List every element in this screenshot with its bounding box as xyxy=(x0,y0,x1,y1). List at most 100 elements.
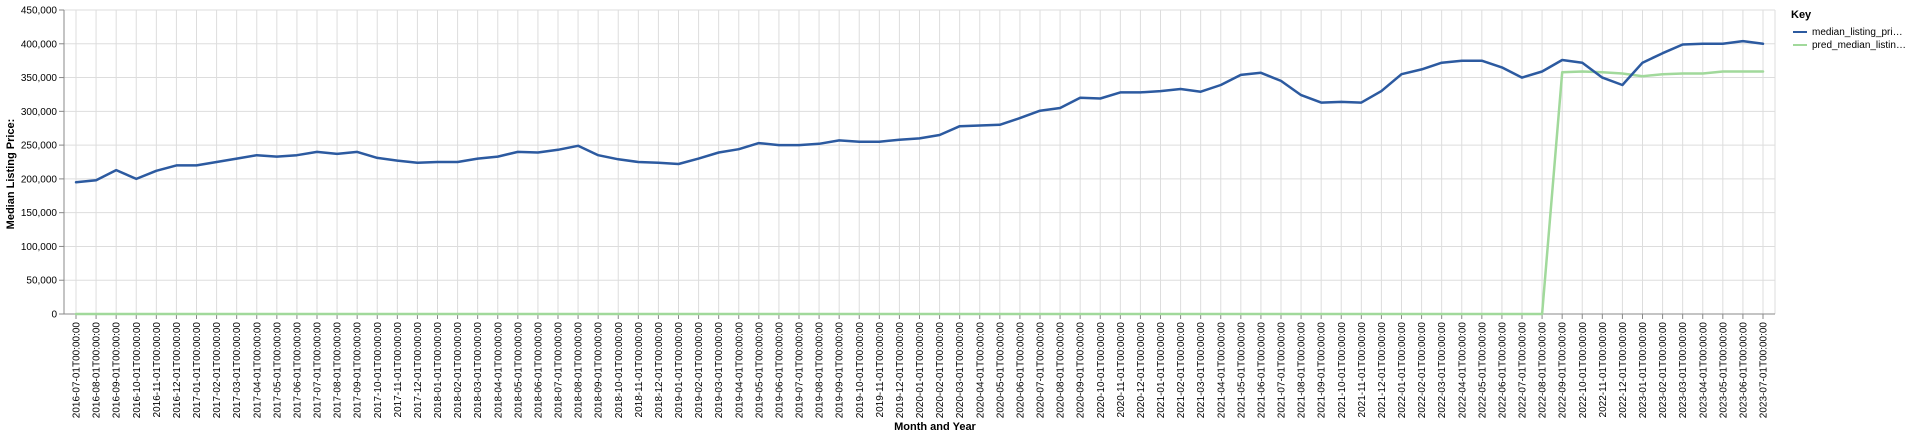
x-tick-label: 2021-12-01T00:00:00 xyxy=(1377,322,1388,419)
x-tick-label: 2018-03-01T00:00:00 xyxy=(473,322,484,419)
x-tick-label: 2021-09-01T00:00:00 xyxy=(1317,322,1328,419)
x-tick-label: 2020-09-01T00:00:00 xyxy=(1076,322,1087,419)
y-tick-label: 0 xyxy=(51,310,57,321)
x-tick-label: 2023-01-01T00:00:00 xyxy=(1638,322,1649,419)
x-tick-label: 2020-01-01T00:00:00 xyxy=(915,322,926,419)
x-tick-label: 2020-03-01T00:00:00 xyxy=(955,322,966,419)
x-tick-label: 2021-08-01T00:00:00 xyxy=(1297,322,1308,419)
x-tick-label: 2021-05-01T00:00:00 xyxy=(1236,322,1247,419)
x-tick-label: 2016-08-01T00:00:00 xyxy=(92,322,103,419)
x-tick-label: 2018-11-01T00:00:00 xyxy=(634,322,645,418)
x-tick-label: 2018-02-01T00:00:00 xyxy=(453,322,464,419)
x-tick-label: 2017-09-01T00:00:00 xyxy=(353,322,364,419)
x-tick-label: 2022-11-01T00:00:00 xyxy=(1598,322,1609,418)
x-tick-label: 2018-05-01T00:00:00 xyxy=(513,322,524,419)
x-tick-label: 2020-11-01T00:00:00 xyxy=(1116,322,1127,418)
x-tick-label: 2022-12-01T00:00:00 xyxy=(1618,322,1629,419)
x-tick-label: 2019-05-01T00:00:00 xyxy=(754,322,765,419)
x-tick-label: 2019-04-01T00:00:00 xyxy=(734,322,745,419)
x-tick-label: 2023-04-01T00:00:00 xyxy=(1698,322,1709,419)
x-tick-label: 2021-06-01T00:00:00 xyxy=(1256,322,1267,419)
x-tick-label: 2018-10-01T00:00:00 xyxy=(614,322,625,419)
x-tick-label: 2020-06-01T00:00:00 xyxy=(1015,322,1026,419)
x-tick-label: 2016-11-01T00:00:00 xyxy=(152,322,163,418)
x-tick-label: 2019-10-01T00:00:00 xyxy=(855,322,866,419)
x-tick-label: 2017-12-01T00:00:00 xyxy=(413,322,424,419)
legend-title: Key xyxy=(1791,9,1812,21)
y-tick-label: 250,000 xyxy=(21,141,58,152)
x-tick-label: 2019-02-01T00:00:00 xyxy=(694,322,705,419)
x-tick-label: 2019-12-01T00:00:00 xyxy=(895,322,906,419)
x-tick-label: 2022-09-01T00:00:00 xyxy=(1558,322,1569,419)
x-tick-label: 2022-05-01T00:00:00 xyxy=(1477,322,1488,419)
x-tick-label: 2016-10-01T00:00:00 xyxy=(132,322,143,419)
x-tick-label: 2020-07-01T00:00:00 xyxy=(1036,322,1047,419)
tick-labels: 0 50,000 100,000 150,000 200,000 250,000 300,0… xyxy=(21,6,1770,419)
x-tick-label: 2018-08-01T00:00:00 xyxy=(574,322,585,419)
legend-label-pred: pred_median_listin… xyxy=(1812,40,1906,51)
x-tick-label: 2021-10-01T00:00:00 xyxy=(1337,322,1348,419)
axes xyxy=(59,9,1775,319)
x-tick-label: 2020-02-01T00:00:00 xyxy=(935,322,946,419)
x-tick-label: 2017-11-01T00:00:00 xyxy=(393,322,404,418)
x-tick-label: 2019-06-01T00:00:00 xyxy=(774,322,785,419)
x-tick-label: 2016-07-01T00:00:00 xyxy=(72,322,83,419)
x-tick-label: 2019-01-01T00:00:00 xyxy=(674,322,685,419)
legend: Key median_listing_pri… pred_median_list… xyxy=(1791,9,1906,51)
x-tick-label: 2019-03-01T00:00:00 xyxy=(714,322,725,419)
y-tick-label: 350,000 xyxy=(21,73,58,84)
x-tick-label: 2018-04-01T00:00:00 xyxy=(493,322,504,419)
y-tick-label: 100,000 xyxy=(21,242,58,253)
x-tick-label: 2023-02-01T00:00:00 xyxy=(1658,322,1669,419)
x-tick-label: 2017-10-01T00:00:00 xyxy=(373,322,384,419)
x-tick-label: 2020-08-01T00:00:00 xyxy=(1056,322,1067,419)
y-tick-label: 300,000 xyxy=(21,107,58,118)
x-tick-label: 2020-05-01T00:00:00 xyxy=(995,322,1006,419)
x-tick-label: 2023-03-01T00:00:00 xyxy=(1678,322,1689,419)
x-tick-label: 2017-02-01T00:00:00 xyxy=(212,322,223,419)
x-tick-label: 2018-07-01T00:00:00 xyxy=(554,322,565,419)
y-tick-label: 150,000 xyxy=(21,208,58,219)
x-tick-label: 2022-10-01T00:00:00 xyxy=(1578,322,1589,419)
x-tick-label: 2017-04-01T00:00:00 xyxy=(252,322,263,419)
x-tick-label: 2022-01-01T00:00:00 xyxy=(1397,322,1408,419)
series-lines xyxy=(74,39,1765,316)
y-tick-label: 450,000 xyxy=(21,6,58,17)
x-tick-label: 2021-02-01T00:00:00 xyxy=(1176,322,1187,419)
x-tick-label: 2018-12-01T00:00:00 xyxy=(654,322,665,419)
y-axis-title: Median Listing Price: xyxy=(5,119,17,230)
x-tick-label: 2021-11-01T00:00:00 xyxy=(1357,322,1368,418)
x-tick-label: 2020-04-01T00:00:00 xyxy=(975,322,986,419)
x-tick-label: 2019-09-01T00:00:00 xyxy=(835,322,846,419)
x-tick-label: 2020-12-01T00:00:00 xyxy=(1136,322,1147,419)
grid-lines xyxy=(64,9,1776,315)
x-tick-label: 2022-08-01T00:00:00 xyxy=(1538,322,1549,419)
x-tick-label: 2016-12-01T00:00:00 xyxy=(172,322,183,419)
x-tick-label: 2018-09-01T00:00:00 xyxy=(594,322,605,419)
x-tick-label: 2021-03-01T00:00:00 xyxy=(1196,322,1207,419)
x-tick-label: 2018-06-01T00:00:00 xyxy=(533,322,544,419)
x-tick-label: 2016-09-01T00:00:00 xyxy=(112,322,123,419)
x-tick-label: 2022-03-01T00:00:00 xyxy=(1437,322,1448,419)
x-tick-label: 2021-04-01T00:00:00 xyxy=(1216,322,1227,419)
x-tick-label: 2023-07-01T00:00:00 xyxy=(1759,322,1770,419)
series-line-pred-median-listing-price xyxy=(74,70,1765,316)
series-line-median-listing-price xyxy=(74,39,1765,184)
x-tick-label: 2017-07-01T00:00:00 xyxy=(313,322,324,419)
x-tick-label: 2021-07-01T00:00:00 xyxy=(1277,322,1288,419)
y-tick-label: 200,000 xyxy=(21,174,58,185)
x-tick-label: 2017-08-01T00:00:00 xyxy=(333,322,344,419)
x-tick-label: 2017-06-01T00:00:00 xyxy=(292,322,303,419)
x-tick-label: 2023-06-01T00:00:00 xyxy=(1738,322,1749,419)
x-tick-label: 2023-05-01T00:00:00 xyxy=(1718,322,1729,419)
x-tick-label: 2017-03-01T00:00:00 xyxy=(232,322,243,419)
x-tick-label: 2022-04-01T00:00:00 xyxy=(1457,322,1468,419)
y-tick-label: 400,000 xyxy=(21,39,58,50)
x-tick-label: 2022-06-01T00:00:00 xyxy=(1497,322,1508,419)
x-tick-label: 2017-05-01T00:00:00 xyxy=(272,322,283,419)
x-tick-label: 2022-02-01T00:00:00 xyxy=(1417,322,1428,419)
x-tick-label: 2019-08-01T00:00:00 xyxy=(815,322,826,419)
legend-label-median: median_listing_pri… xyxy=(1812,27,1903,38)
x-axis-title: Month and Year xyxy=(894,421,976,433)
